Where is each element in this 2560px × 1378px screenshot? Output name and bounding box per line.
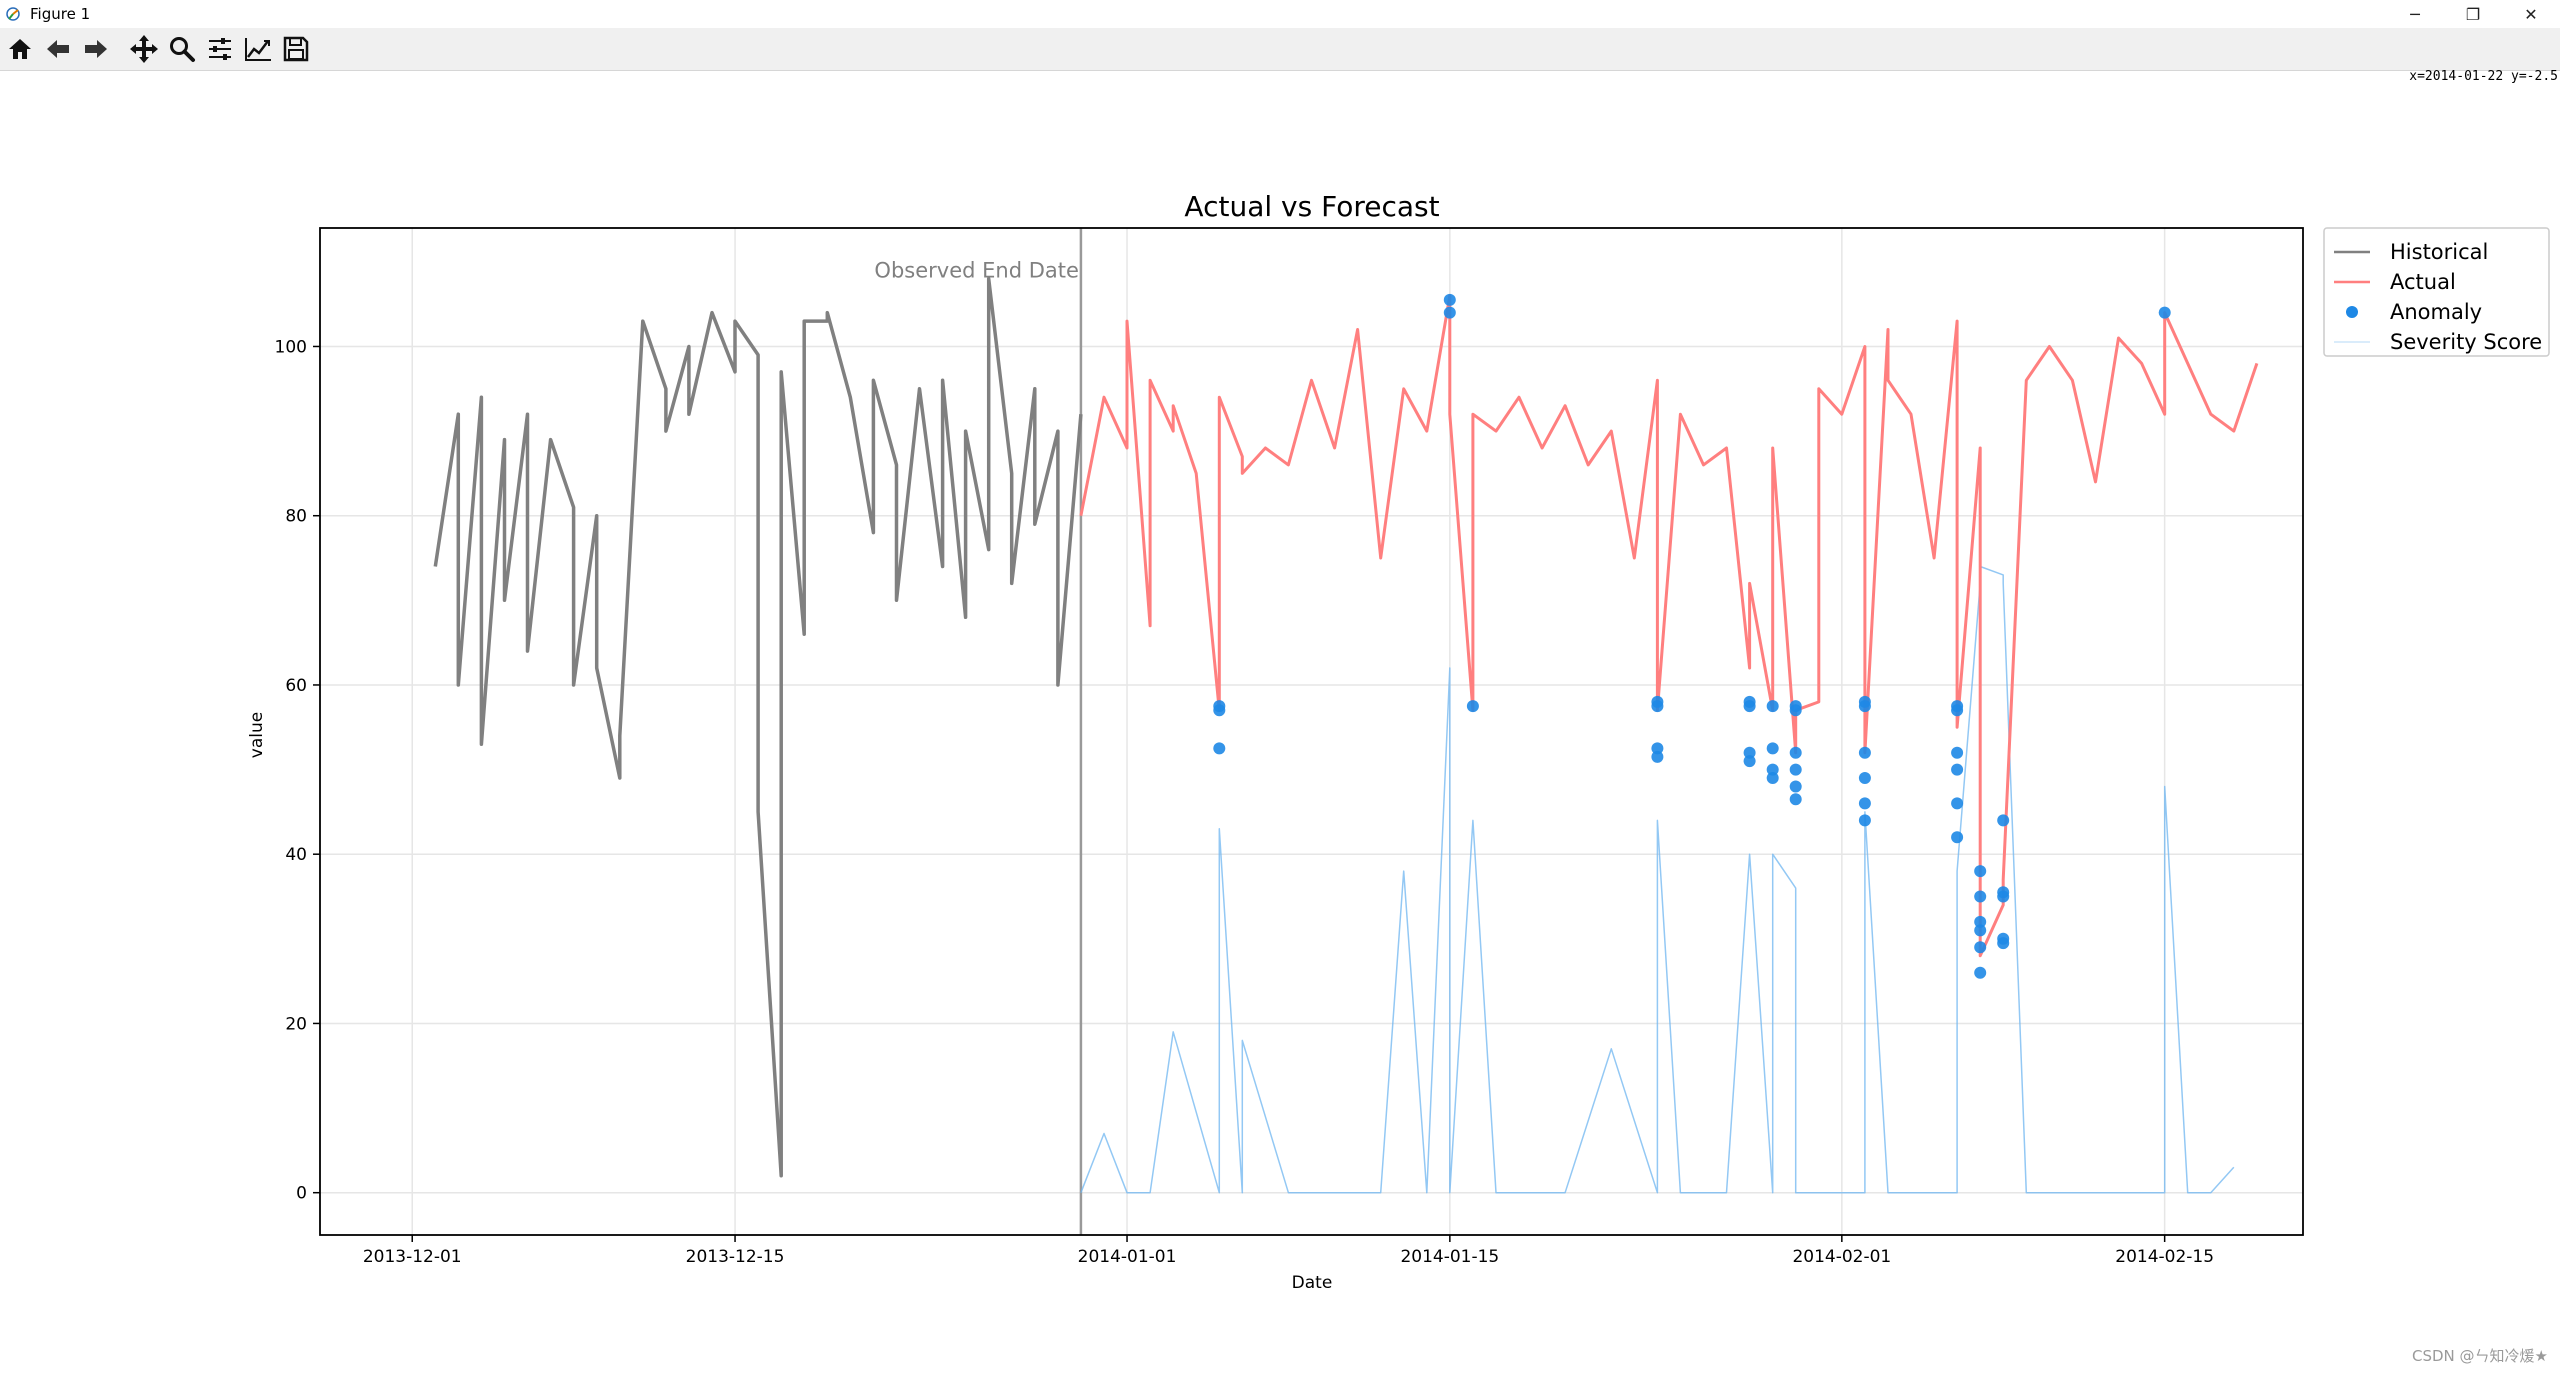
configure-subplots-icon — [209, 38, 231, 60]
window-title: Figure 1 — [30, 5, 91, 23]
x-tick-label: 2014-01-15 — [1400, 1247, 1499, 1267]
historical-line — [433, 277, 1083, 1178]
anomaly-point — [1858, 746, 1871, 759]
anomaly-point — [1974, 966, 1987, 979]
anomaly-point — [1951, 797, 1964, 810]
anomaly-point — [1974, 865, 1987, 878]
home-button[interactable] — [2, 31, 38, 67]
forward-icon — [85, 40, 107, 58]
anomaly-point — [1789, 780, 1802, 793]
anomaly-point — [1766, 772, 1779, 784]
pan-button[interactable] — [126, 31, 162, 67]
edit-axis-button[interactable] — [240, 31, 276, 67]
legend-label: Severity Score — [2390, 330, 2542, 354]
navigation-toolbar: x=2014-01-22 y=-2.5 — [0, 28, 2560, 84]
restore-button[interactable]: ❐ — [2465, 4, 2481, 24]
legend-anomaly-marker — [2346, 306, 2358, 318]
anomaly-point — [1743, 700, 1756, 713]
severity-series-layer — [1080, 565, 2235, 1194]
anomaly-point — [1974, 941, 1987, 954]
severity-score-line — [1080, 565, 2235, 1194]
x-axis-label: Date — [1292, 1273, 1333, 1293]
anomaly-point — [1858, 814, 1871, 827]
actual-line — [1079, 294, 2259, 958]
anomaly-point — [1213, 742, 1226, 755]
anomaly-point — [1997, 814, 2010, 827]
zoom-icon — [170, 37, 195, 62]
chart-legend: Historical Actual Anomaly Severity Score — [2323, 227, 2550, 357]
matplotlib-app-icon — [4, 5, 22, 23]
anomaly-point — [1951, 704, 1964, 717]
y-tick-label: 0 — [296, 1184, 307, 1204]
y-tick-label: 60 — [285, 676, 307, 696]
window-titlebar: Figure 1 ─ ❐ ✕ — [0, 0, 2560, 28]
back-icon — [47, 40, 69, 58]
y-tick-label: 100 — [275, 337, 307, 357]
back-button[interactable] — [40, 31, 76, 67]
legend-label: Actual — [2390, 270, 2456, 294]
anomaly-points-layer — [1213, 293, 2171, 979]
anomaly-point — [1766, 763, 1779, 776]
anomaly-point — [1951, 763, 1964, 776]
observed-end-annotation: Observed End Date — [874, 258, 1078, 282]
chart-canvas[interactable]: 2013-12-01 2013-12-15 2014-01-01 2014-01-15… — [0, 70, 2560, 1378]
save-button[interactable] — [278, 31, 314, 67]
legend-label: Anomaly — [2390, 300, 2482, 324]
anomaly-point — [1997, 890, 2010, 903]
configure-subplots-button[interactable] — [202, 31, 238, 67]
minimize-button[interactable]: ─ — [2410, 4, 2420, 24]
anomaly-point — [1789, 793, 1802, 806]
anomaly-point — [1466, 700, 1479, 713]
legend-label: Historical — [2390, 240, 2488, 264]
anomaly-point — [1789, 763, 1802, 776]
pan-icon — [130, 35, 158, 63]
close-button[interactable]: ✕ — [2524, 4, 2538, 24]
anomaly-point — [1951, 831, 1964, 844]
anomaly-point — [1789, 704, 1802, 717]
cursor-coordinates: x=2014-01-22 y=-2.5 — [2409, 69, 2558, 84]
y-tick-label: 40 — [285, 845, 307, 865]
anomaly-point — [1766, 742, 1779, 755]
anomaly-point — [1789, 746, 1802, 759]
y-axis-label: value — [247, 712, 267, 758]
historical-series-layer — [433, 277, 1083, 1178]
anomaly-point — [1858, 772, 1871, 784]
x-tick-label: 2014-01-01 — [1078, 1247, 1177, 1267]
anomaly-point — [1974, 890, 1987, 903]
anomaly-point — [1651, 742, 1664, 755]
zoom-button[interactable] — [164, 31, 200, 67]
anomaly-point — [1858, 700, 1871, 713]
anomaly-point — [1743, 755, 1756, 768]
y-tick-label: 20 — [285, 1014, 307, 1034]
anomaly-point — [1651, 750, 1664, 763]
anomaly-point — [1997, 937, 2010, 950]
chart-title: Actual vs Forecast — [1184, 190, 1439, 223]
x-tick-label: 2013-12-01 — [363, 1247, 462, 1267]
x-tick-label: 2013-12-15 — [686, 1247, 785, 1267]
anomaly-point — [1213, 704, 1226, 717]
plot-area — [320, 228, 2303, 1235]
forward-button[interactable] — [78, 31, 114, 67]
y-tick-label: 80 — [285, 507, 307, 527]
anomaly-point — [1974, 924, 1987, 937]
anomaly-point — [1951, 746, 1964, 759]
home-icon — [9, 39, 31, 59]
anomaly-point — [1443, 306, 1456, 319]
save-icon — [283, 36, 309, 62]
anomaly-point — [1443, 293, 1456, 306]
anomaly-point — [1743, 746, 1756, 759]
anomaly-point — [1858, 797, 1871, 810]
plot-frame — [319, 227, 2304, 1236]
actual-series-layer — [1079, 294, 2259, 958]
anomaly-point — [1974, 915, 1987, 928]
anomaly-point — [2158, 306, 2171, 319]
edit-axis-icon — [245, 38, 271, 61]
anomaly-point — [1766, 700, 1779, 713]
x-tick-label: 2014-02-01 — [1792, 1247, 1891, 1267]
anomaly-point — [1651, 700, 1664, 713]
axes-layer: 2013-12-01 2013-12-15 2014-01-01 2014-01-15… — [275, 227, 2304, 1267]
x-tick-label: 2014-02-15 — [2115, 1247, 2214, 1267]
csdn-watermark: CSDN @ㄣ知冷煖★ — [2412, 1347, 2548, 1365]
